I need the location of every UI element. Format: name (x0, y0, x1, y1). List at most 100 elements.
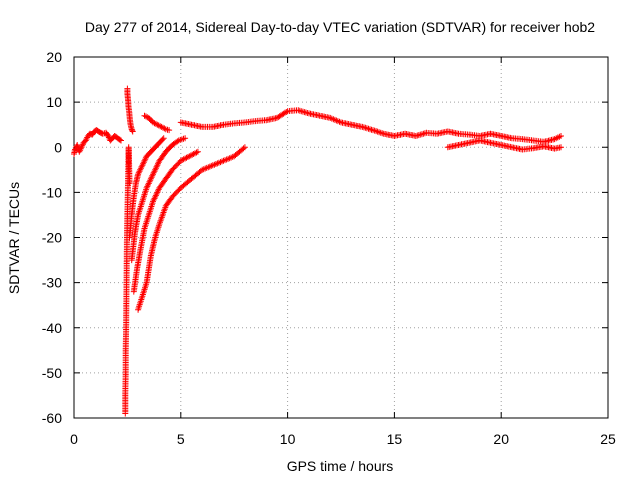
data-point (154, 121, 164, 130)
series-spike (122, 144, 133, 417)
data-point (150, 186, 162, 205)
data-point (182, 135, 189, 142)
y-tick-label: 20 (46, 49, 62, 65)
data-point (118, 137, 124, 144)
data-point (186, 149, 200, 160)
data-point (162, 126, 171, 133)
data-point (132, 172, 141, 187)
data-point (175, 135, 187, 144)
data-point (455, 140, 471, 148)
series-short-segments (141, 112, 173, 134)
data-point (143, 177, 154, 191)
series-lower-trace (444, 137, 564, 153)
y-tick-label: -60 (42, 410, 62, 426)
data-point (134, 249, 143, 273)
data-point (412, 130, 428, 139)
data-point (115, 136, 123, 143)
data-point (135, 163, 145, 178)
data-point (152, 140, 162, 151)
y-tick-label: -40 (42, 320, 62, 336)
data-point (147, 145, 158, 155)
data-point (162, 143, 175, 155)
data-point (82, 134, 91, 144)
series-arc-2 (128, 135, 189, 264)
data-point (126, 162, 133, 185)
data-point (188, 167, 204, 182)
data-point (122, 371, 129, 399)
data-point (380, 130, 396, 139)
data-point (177, 154, 191, 164)
data-point (123, 281, 130, 309)
data-point (169, 186, 183, 200)
data-point (327, 114, 343, 125)
data-point (123, 258, 130, 286)
x-tick-label: 5 (177, 431, 185, 447)
data-point (111, 133, 119, 140)
data-point (143, 149, 153, 160)
x-axis-label: GPS time / hours (287, 458, 394, 474)
data-point (169, 159, 183, 173)
series-upper-spike (124, 85, 136, 135)
data-point (109, 134, 117, 142)
data-point (169, 138, 181, 148)
data-point (498, 133, 514, 141)
data-point (316, 112, 332, 121)
data-point (99, 130, 108, 137)
data-point (130, 267, 140, 295)
data-point (158, 123, 168, 132)
series-arc-3 (130, 148, 201, 295)
data-point (199, 162, 215, 173)
data-point (231, 145, 247, 160)
data-series (71, 85, 564, 417)
data-point (139, 281, 150, 300)
data-point (558, 133, 564, 139)
data-point (97, 129, 105, 137)
y-tick-label: -50 (42, 365, 62, 381)
data-point (152, 222, 162, 241)
data-point (147, 168, 158, 182)
data-point (156, 177, 168, 191)
data-point (122, 349, 129, 376)
axis-ticks: 0 5 10 15 20 25 -60 -50 -40 -30 -20 -10 0 10 20 (42, 49, 616, 447)
data-point (103, 129, 111, 138)
y-tick-label: 10 (46, 94, 62, 110)
data-point (152, 159, 162, 173)
data-point (122, 326, 130, 354)
data-point (295, 107, 311, 116)
data-point (162, 195, 175, 209)
data-point (141, 213, 152, 232)
data-point (128, 231, 138, 264)
y-axis-label: SDTVAR / TECUs (6, 182, 22, 294)
data-point (156, 204, 169, 227)
data-point (128, 195, 137, 218)
series-early (71, 127, 124, 157)
data-point (139, 154, 149, 169)
data-point (127, 121, 135, 131)
data-point (194, 148, 201, 155)
chart-grid (74, 57, 608, 418)
x-tick-label: 20 (493, 431, 509, 447)
data-point (241, 118, 257, 126)
data-point (519, 136, 535, 144)
data-point (209, 122, 225, 130)
data-point (122, 394, 129, 417)
data-point (359, 123, 375, 133)
data-point (220, 153, 236, 164)
chart-title: Day 277 of 2014, Sidereal Day-to-day VTE… (85, 19, 595, 35)
data-point (84, 131, 92, 139)
data-point (145, 114, 155, 125)
data-point (551, 133, 563, 143)
data-point (135, 200, 145, 218)
data-point (137, 227, 148, 254)
data-point (160, 135, 167, 142)
data-point (135, 294, 145, 313)
data-point (95, 128, 103, 136)
y-tick-label: 0 (54, 139, 62, 155)
y-tick-label: -30 (42, 275, 62, 291)
data-point (150, 119, 159, 127)
data-point (126, 180, 133, 187)
data-point (125, 103, 132, 113)
data-point (126, 213, 135, 241)
series-main-trace (177, 107, 564, 145)
data-point (128, 126, 136, 134)
